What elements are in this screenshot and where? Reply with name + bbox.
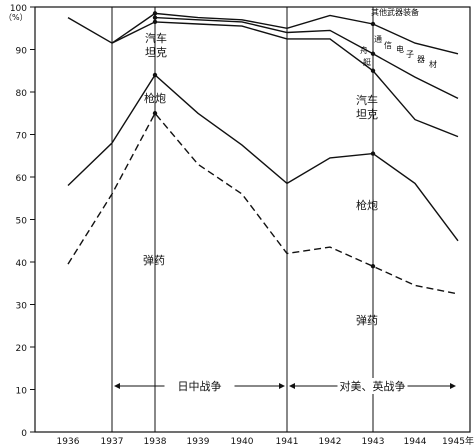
series-line	[67, 73, 459, 242]
y-tick-label: 90	[16, 47, 28, 57]
y-tick-label: 70	[16, 132, 28, 142]
annotation-aircraft-1: 舟	[360, 45, 368, 55]
annotation-car-right-2: 坦克	[356, 107, 378, 121]
period-label-bg	[337, 378, 408, 394]
period-arrow-head	[289, 383, 295, 389]
series-point	[152, 11, 158, 16]
y-tick-label: 30	[16, 302, 28, 312]
x-tick-label: 1942	[319, 437, 342, 446]
series-point	[370, 151, 376, 156]
series-point	[370, 68, 376, 73]
annotation-comm-6: 材	[429, 59, 437, 69]
annotation-comm-5: 器	[417, 55, 425, 64]
period-arrow-head	[450, 383, 456, 389]
series-line	[154, 16, 459, 100]
series-line	[67, 12, 459, 55]
period-arrow-head	[279, 383, 285, 389]
annotation-aircraft-2: 艇	[363, 57, 371, 67]
x-tick-label: 1943	[362, 437, 385, 446]
annotation-other-equipment: 其他武器装备	[371, 7, 419, 17]
series-point	[152, 15, 158, 20]
y-tick-label: 100	[10, 4, 27, 14]
x-tick-label: 1936	[57, 437, 80, 446]
series-point	[370, 51, 376, 56]
x-tick-label: 1937	[101, 437, 124, 446]
y-tick-label: 10	[16, 387, 28, 397]
period-label: 对美、英战争	[340, 379, 406, 393]
annotation-comm-3: 电	[396, 44, 404, 54]
series-point	[370, 21, 376, 27]
annotation-gun-left: 枪炮	[144, 91, 166, 105]
y-tick-label: 40	[16, 259, 28, 269]
period-label: 日中战争	[178, 379, 222, 393]
y-tick-label: 20	[16, 344, 28, 354]
x-tick-label: 1938	[144, 437, 167, 446]
series-line	[67, 112, 459, 295]
period-arrow-head	[114, 383, 120, 389]
series-point	[152, 72, 158, 78]
series-layer	[67, 11, 459, 295]
annotation-gun-right: 枪炮	[356, 198, 378, 212]
y-tick-label: 0	[21, 429, 27, 439]
annotations-layer: （%） 其他武器装备 通 信 电 子 器 材 舟 艇 汽车 坦克 汽车 坦克 枪…	[4, 7, 437, 327]
annotation-car-left-2: 坦克	[145, 45, 167, 59]
annotation-comm-1: 通	[374, 34, 382, 44]
period-label-bg	[164, 378, 235, 394]
annotation-ammo-right: 弹药	[356, 313, 378, 327]
x-tick-label: 1945年	[442, 435, 474, 446]
annotation-comm-4: 子	[406, 50, 414, 59]
y-tick-label: 80	[16, 89, 28, 99]
axes: 0 10 20 30 40 50 60 70 80 90 100 1936 1937 1938 1939 19…	[10, 4, 474, 446]
series-point	[370, 264, 376, 269]
y-unit-label: （%）	[4, 13, 28, 22]
series-point	[152, 111, 158, 116]
series-point	[152, 19, 158, 25]
annotation-car-right-1: 汽车	[356, 93, 378, 107]
annotation-comm-2: 信	[384, 40, 392, 50]
y-tick-label: 60	[16, 174, 28, 184]
x-tick-label: 1939	[187, 437, 210, 446]
series-line	[111, 21, 459, 138]
x-tick-label: 1941	[276, 437, 299, 446]
x-tick-label: 1940	[231, 437, 254, 446]
y-tick-label: 50	[16, 217, 28, 227]
x-tick-label: 1944	[404, 437, 427, 446]
annotation-ammo-left: 弹药	[143, 253, 165, 267]
annotation-car-left-1: 汽车	[145, 31, 167, 45]
